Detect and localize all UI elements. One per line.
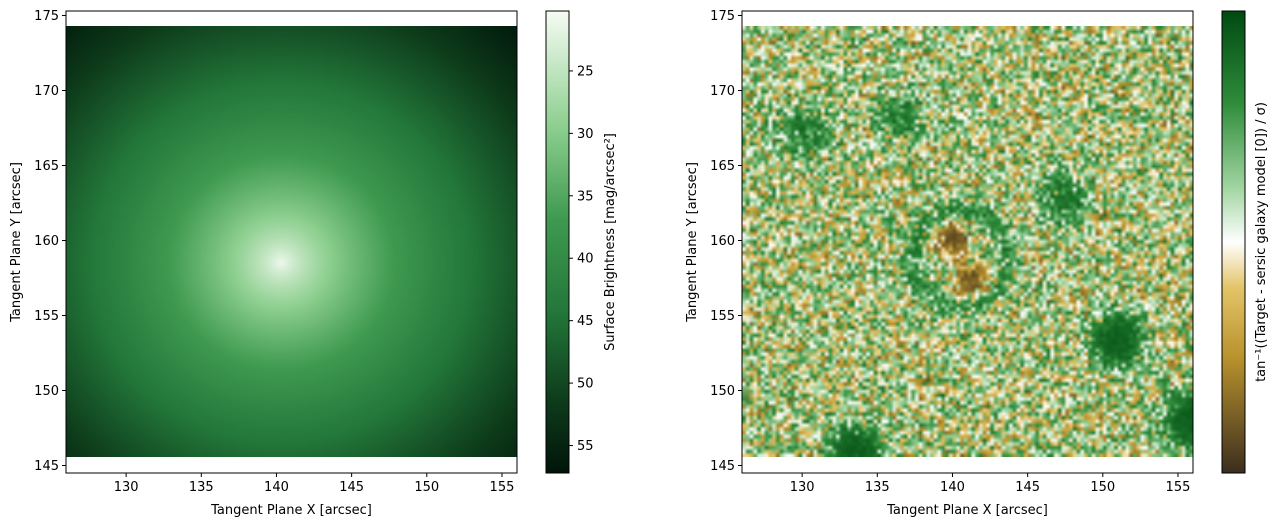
right-x-tick-label: 140	[940, 480, 965, 495]
left-colorbar-tick-label: 30	[577, 127, 594, 142]
left-colorbar-tick-label: 35	[577, 189, 594, 204]
surface-brightness-image	[66, 26, 517, 457]
left-y-tick-label: 145	[34, 459, 59, 474]
left-x-tick-label: 135	[189, 480, 214, 495]
left-x-tick-label: 155	[490, 480, 515, 495]
left-y-tick-label: 160	[34, 234, 59, 249]
right-y-axis-label: Tangent Plane Y [arcsec]	[685, 162, 700, 323]
left-x-axis-label: Tangent Plane X [arcsec]	[210, 503, 372, 518]
right-x-tick-label: 155	[1166, 480, 1191, 495]
right-axes-frame	[741, 10, 1194, 474]
right-panel: 130 135 140 145 150 155 145 150 155 160 165 170 175…	[685, 9, 1269, 518]
right-x-tick-label: 150	[1090, 480, 1115, 495]
left-colorbar-label: Surface Brightness [mag/arcsec²]	[603, 133, 618, 351]
right-x-tick-label: 130	[790, 480, 815, 495]
right-y-tick-label: 160	[710, 234, 735, 249]
left-colorbar	[545, 10, 570, 474]
left-colorbar-tick-label: 40	[577, 252, 594, 267]
left-y-tick-label: 170	[34, 84, 59, 99]
left-axes-frame	[65, 10, 518, 474]
right-x-axis-label: Tangent Plane X [arcsec]	[886, 503, 1048, 518]
right-colorbar-label: tan⁻¹((Target - sersic galaxy model [0])…	[1254, 102, 1269, 382]
right-colorbar	[1221, 10, 1246, 474]
right-y-ticks: 145 150 155 160 165 170 175	[710, 9, 742, 474]
left-y-tick-label: 165	[34, 159, 59, 174]
left-y-ticks: 145 150 155 160 165 170 175	[34, 9, 66, 474]
left-x-ticks: 130 135 140 145 150 155	[114, 473, 515, 495]
right-y-tick-label: 155	[710, 309, 735, 324]
left-x-tick-label: 150	[414, 480, 439, 495]
left-colorbar-tick-label: 45	[577, 314, 594, 329]
left-x-tick-label: 145	[339, 480, 364, 495]
right-x-ticks: 130 135 140 145 150 155	[790, 473, 1191, 495]
right-y-tick-label: 150	[710, 384, 735, 399]
left-y-tick-label: 175	[34, 9, 59, 24]
right-y-tick-label: 170	[710, 84, 735, 99]
left-colorbar-tick-label: 50	[577, 377, 594, 392]
left-colorbar-tick-label: 55	[577, 439, 594, 454]
right-y-tick-label: 175	[710, 9, 735, 24]
residual-image	[742, 26, 1193, 457]
left-x-tick-label: 130	[114, 480, 139, 495]
left-colorbar-tick-label: 25	[577, 64, 594, 79]
right-x-tick-label: 135	[865, 480, 890, 495]
left-y-axis-label: Tangent Plane Y [arcsec]	[9, 162, 24, 323]
left-y-tick-label: 150	[34, 384, 59, 399]
left-x-tick-label: 140	[264, 480, 289, 495]
right-x-tick-label: 145	[1015, 480, 1040, 495]
left-y-tick-label: 155	[34, 309, 59, 324]
right-y-tick-label: 145	[710, 459, 735, 474]
right-y-tick-label: 165	[710, 159, 735, 174]
left-colorbar-ticks: 25 30 35 40 45 50 55	[569, 64, 594, 454]
left-panel: 130 135 140 145 150 155 145 150 155 160 165 170 175…	[9, 9, 618, 518]
